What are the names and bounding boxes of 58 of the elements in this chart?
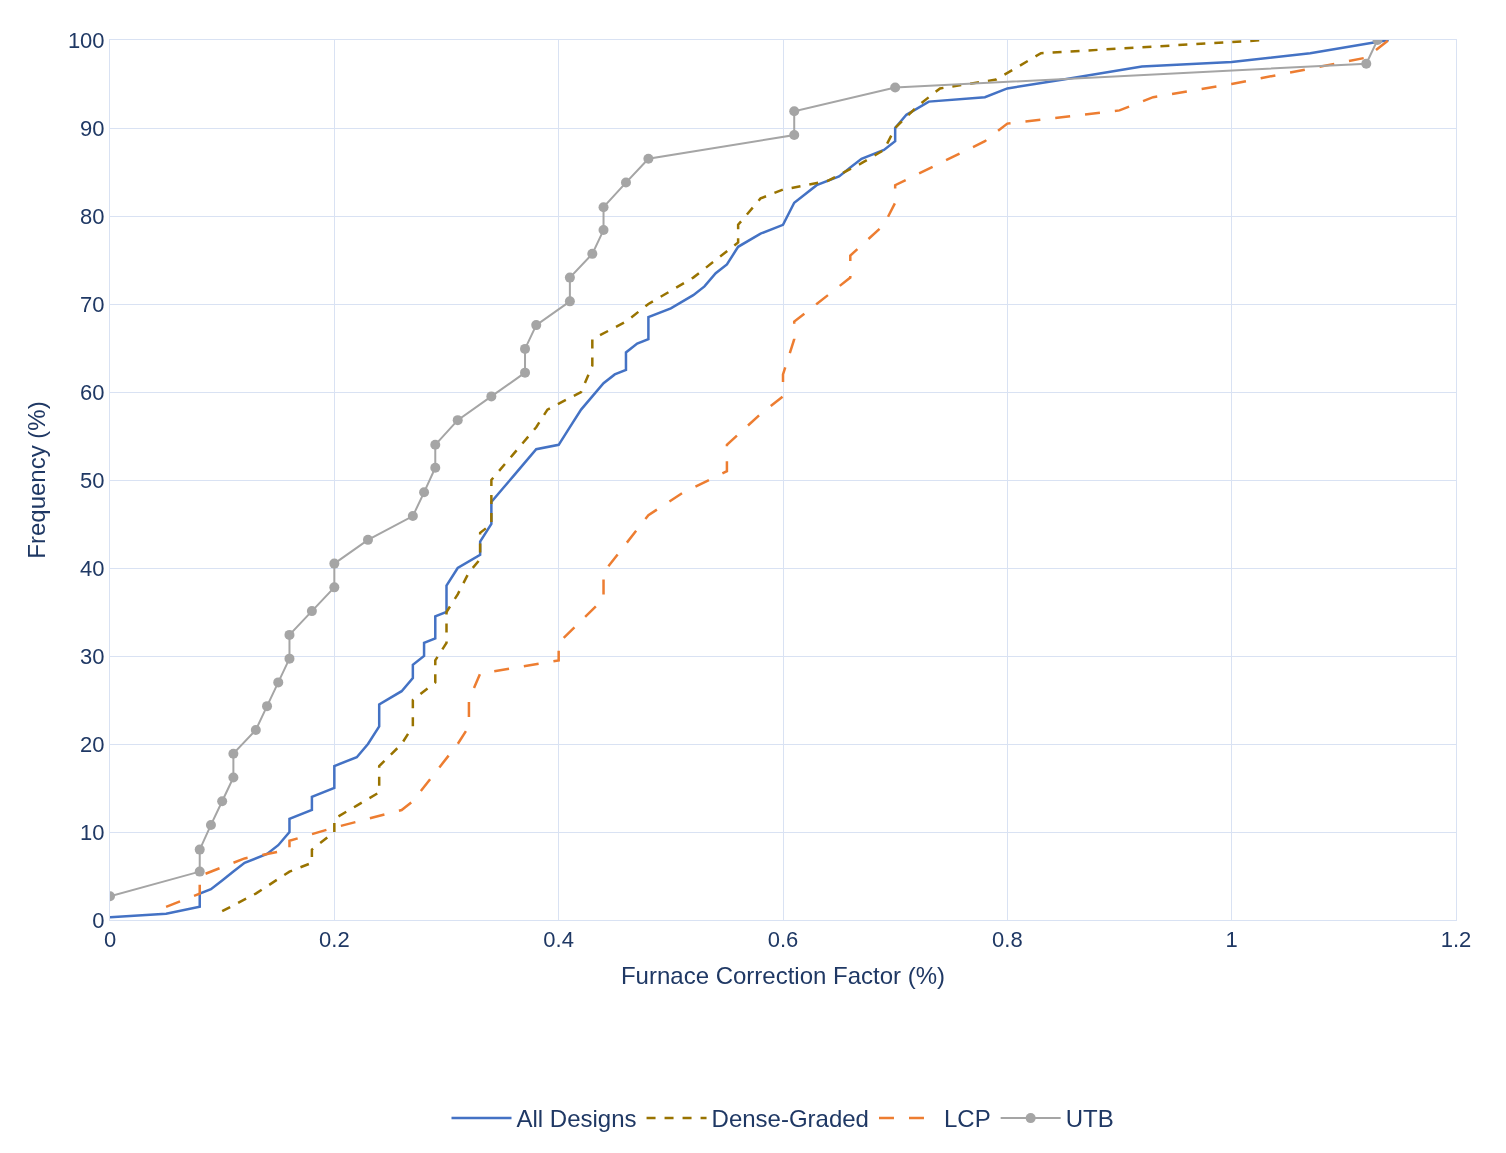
point [194,866,205,877]
point [306,606,317,617]
point [407,511,418,522]
x-tick-label: 0.4 [543,927,574,953]
point [217,796,228,807]
point [620,177,631,188]
y-tick-label: 100 [67,27,105,53]
point [890,82,901,93]
legend-label: Dense-Graded [711,1105,869,1133]
legend-label: All Designs [516,1105,637,1133]
point [598,225,609,236]
point [598,202,609,213]
point [1361,58,1372,69]
y-tick-label: 70 [80,291,105,317]
point [430,462,441,473]
y-tick-label: 40 [80,555,105,581]
point [250,724,261,735]
point [789,130,800,141]
y-tick-label: 20 [80,731,105,757]
point [452,415,463,426]
point [486,391,497,402]
x-tick-label: 0.8 [992,927,1023,953]
point [531,320,542,331]
x-tick-label: 1.2 [1440,927,1472,953]
point [419,487,430,498]
point [262,701,273,712]
legend-label: LCP [943,1105,991,1133]
point [284,629,295,640]
y-tick-label: 50 [80,467,105,493]
point [520,343,531,354]
point [228,748,239,759]
point [564,296,575,307]
point [329,558,340,569]
y-axis-title: Frequency (%) [22,401,50,559]
point [329,582,340,593]
point [520,367,531,378]
y-tick-label: 90 [80,115,105,141]
point [194,844,205,855]
point [430,439,441,450]
y-tick-label: 30 [80,643,105,669]
x-tick-label: 0.6 [767,927,799,953]
point [228,772,239,783]
x-tick-label: 0.2 [319,927,350,953]
point [205,819,216,830]
y-tick-label: 80 [80,203,105,229]
x-tick-label: 1 [1225,927,1238,953]
point [284,653,295,664]
point [362,534,373,545]
point [273,677,284,688]
legend-label: UTB [1065,1105,1114,1133]
point [643,153,654,164]
point [789,106,800,117]
x-axis-title: Furnace Correction Factor (%) [620,961,946,989]
y-tick-label: 10 [80,819,105,845]
y-tick-label: 0 [92,907,105,933]
point [587,248,598,259]
point [564,272,575,283]
y-tick-label: 60 [80,379,105,405]
